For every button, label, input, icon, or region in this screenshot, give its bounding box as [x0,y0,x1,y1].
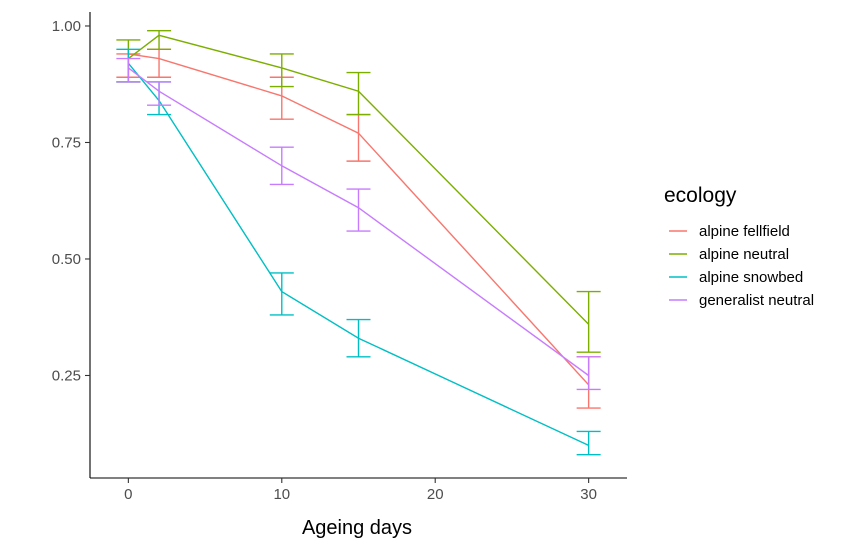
x-tick-label: 10 [273,486,290,503]
y-tick-label: 0.75 [52,134,81,151]
error-bar [147,29,172,50]
legend-item: alpine snowbed [669,269,803,286]
error-bar [269,53,294,88]
error-bar [147,81,172,106]
x-axis-title: Ageing days [302,517,412,539]
x-tick-label: 30 [580,486,597,503]
error-bar [576,356,601,391]
legend-label: alpine neutral [699,246,789,263]
error-bar [269,146,294,186]
y-tick-label: 0.50 [52,251,81,268]
error-bar [576,290,601,353]
legend-items: alpine fellfield alpine neutral alpine sno… [669,223,814,309]
legend-title: ecology [664,184,737,207]
legend-label: generalist neutral [699,292,814,309]
legend-label: alpine snowbed [699,269,803,286]
legend-label: alpine fellfield [699,223,790,240]
x-tick-label: 0 [124,486,132,503]
error-bar [116,57,141,83]
legend-item: alpine neutral [669,246,789,263]
error-bar [346,318,371,358]
legend-item: generalist neutral [669,292,814,309]
error-bar [147,48,172,78]
error-bar [346,113,371,162]
x-tick-label: 20 [427,486,444,503]
y-tick-label: 1.00 [52,18,81,35]
error-bar [346,188,371,232]
series-generalist-neutral [116,57,601,391]
error-bar [576,430,601,456]
x-axis: 0 10 20 30 [90,477,627,503]
series-layer [116,29,601,456]
error-bar [269,272,294,316]
error-bar [346,71,371,116]
legend-item: alpine fellfield [669,223,790,240]
y-axis: 0.25 0.50 0.75 1.00 [52,12,91,478]
y-tick-label: 0.25 [52,367,81,384]
